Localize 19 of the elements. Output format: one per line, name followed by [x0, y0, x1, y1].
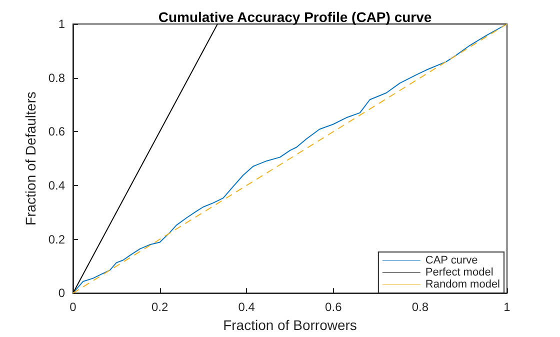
y-axis-title: Fraction of Defaulters: [22, 92, 38, 226]
line-series: [72, 24, 508, 294]
x-tick-label: 0.6: [325, 300, 342, 314]
legend-label: Perfect model: [425, 266, 494, 278]
chart-title: Cumulative Accuracy Profile (CAP) curve: [158, 9, 432, 25]
legend-label: Random model: [425, 278, 500, 290]
x-axis-title: Fraction of Borrowers: [223, 317, 357, 333]
y-tick-label: 0.4: [48, 178, 66, 192]
y-tick-label: 0.2: [48, 232, 66, 246]
x-tick-label: 0.8: [412, 300, 429, 314]
x-tick-label: 0.4: [238, 300, 256, 314]
x-tick-label: 0: [70, 300, 77, 314]
x-tick-label: 1: [504, 300, 511, 314]
x-tick-label: 0.2: [151, 300, 168, 314]
y-tick-label: 0: [58, 286, 66, 300]
y-tick-label: 0.8: [48, 70, 66, 85]
y-tick-label: 1: [58, 17, 66, 31]
legend-label: CAP curve: [425, 254, 478, 266]
y-tick-label: 0.6: [48, 124, 66, 139]
